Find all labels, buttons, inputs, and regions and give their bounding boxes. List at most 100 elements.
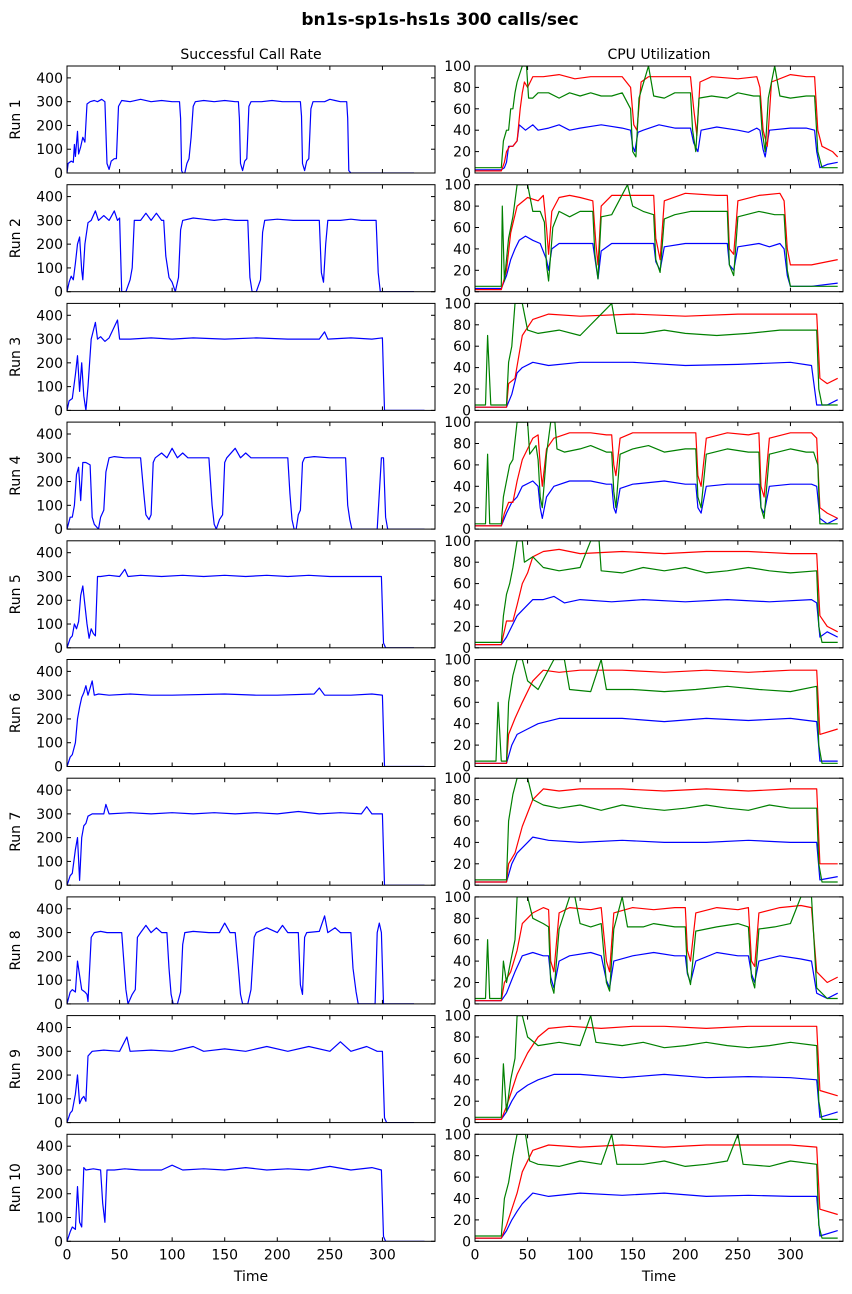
cpu-run-10-xtick-label: 250 [724,1247,751,1263]
call-rate-run-7-ytick-label: 0 [54,878,63,894]
right-column-title: CPU Utilization [607,47,710,63]
cpu-run-10-xtick-label: 100 [567,1247,594,1263]
cpu-run-10-ytick-label: 60 [453,1170,471,1186]
cpu-run-7-series-green-line [475,778,838,883]
cpu-run-10-xtick-label: 200 [672,1247,699,1263]
call-rate-run-7-ytick-label: 300 [36,807,63,823]
cpu-run-1-series-red-line [475,74,839,172]
cpu-run-9-series-blue-line [475,1073,838,1120]
cpu-run-6-ytick-label: 60 [453,695,471,711]
call-rate-run-9-ylabel: Run 9 [8,1049,24,1089]
call-rate-run-6-panel: 0 100 200 300 400 Run 6 [8,659,436,776]
call-rate-run-4-ytick-label: 300 [36,451,63,467]
call-rate-run-6-ytick-label: 300 [36,688,63,704]
cpu-run-9-ytick-label: 80 [453,1030,471,1046]
cpu-run-10-series-red-line [475,1144,838,1239]
call-rate-run-10-ytick-label: 200 [36,1187,63,1203]
cpu-run-4-ytick-label: 80 [453,437,471,453]
call-rate-run-9-axes-frame [66,1015,436,1124]
call-rate-run-2-series-blue-line [67,210,414,292]
cpu-run-6-ytick-label: 80 [453,674,471,690]
call-rate-run-6-ylabel: Run 6 [8,693,24,733]
call-rate-run-1-panel: 0 100 200 300 400 Run 1 [8,65,436,182]
cpu-run-1-series-blue-line [475,124,838,171]
cpu-run-5-panel: 0 20 40 60 80 100 [444,534,844,657]
cpu-run-10-xtick-label: 300 [777,1247,804,1263]
cpu-run-10-xtick-label: 0 [471,1247,480,1263]
call-rate-run-2-ytick-label: 0 [54,285,63,301]
cpu-run-2-series-blue-line [475,235,838,290]
call-rate-run-9-ytick-label: 100 [36,1092,63,1108]
cpu-run-8-ytick-label: 60 [453,933,471,949]
call-rate-run-10-xtick-label: 200 [264,1247,291,1263]
call-rate-run-1-ytick-label: 0 [54,166,63,182]
call-rate-run-6-ytick-label: 400 [36,664,63,680]
cpu-run-7-series-red-line [475,788,838,883]
cpu-run-7-series-blue-line [475,836,838,883]
call-rate-run-2-axes-frame [66,184,436,293]
cpu-run-4-axes-frame [474,421,844,530]
cpu-run-9-ytick-label: 60 [453,1051,471,1067]
cpu-run-3-ytick-label: 80 [453,318,471,334]
cpu-run-3-ytick-label: 60 [453,339,471,355]
cpu-run-1-ytick-label: 60 [453,102,471,118]
cpu-run-3-series-green-line [475,303,838,406]
call-rate-run-7-ytick-label: 200 [36,831,63,847]
cpu-run-9-ytick-label: 20 [453,1094,471,1110]
cpu-run-2-ytick-label: 20 [453,263,471,279]
call-rate-run-4-ytick-label: 0 [54,522,63,538]
cpu-run-9-series-green-line [475,1015,838,1120]
call-rate-run-10-series-blue-line [67,1164,425,1242]
cpu-run-10-xtick-label: 150 [619,1247,646,1263]
call-rate-run-5-ytick-label: 400 [36,546,63,562]
cpu-run-3-ytick-label: 0 [462,403,471,419]
left-x-axis-label: Time [233,1269,268,1285]
cpu-run-8-axes-frame [474,896,844,1005]
call-rate-run-8-ytick-label: 300 [36,926,63,942]
cpu-run-10-xtick-label: 50 [519,1247,537,1263]
call-rate-run-4-panel: 0 100 200 300 400 Run 4 [8,421,436,538]
cpu-run-9-ytick-label: 40 [453,1073,471,1089]
call-rate-run-5-ytick-label: 0 [54,641,63,657]
call-rate-run-5-series-blue-line [67,568,414,648]
call-rate-run-8-ytick-label: 0 [54,997,63,1013]
cpu-run-3-ytick-label: 100 [444,296,471,312]
call-rate-run-1-series-blue-line [67,98,414,173]
cpu-run-10-series-green-line [475,1134,838,1239]
cpu-run-4-series-green-line [475,422,838,525]
cpu-run-4-series-blue-line [475,480,838,527]
cpu-run-6-ytick-label: 20 [453,738,471,754]
cpu-run-8-ytick-label: 40 [453,954,471,970]
call-rate-run-10-ytick-label: 400 [36,1139,63,1155]
call-rate-run-5-ytick-label: 100 [36,617,63,633]
call-rate-run-8-series-blue-line [67,915,414,1004]
cpu-run-8-ytick-label: 100 [444,890,471,906]
cpu-run-1-ytick-label: 100 [444,59,471,75]
cpu-run-6-series-red-line [475,669,838,764]
cpu-run-6-panel: 0 20 40 60 80 100 [444,653,844,776]
call-rate-run-10-xtick-label: 0 [63,1247,72,1263]
call-rate-run-7-series-blue-line [67,803,425,886]
figure-title: bn1s-sp1s-hs1s 300 calls/sec [301,10,578,30]
cpu-run-4-ytick-label: 0 [462,522,471,538]
call-rate-run-5-ytick-label: 200 [36,593,63,609]
call-rate-run-10-ytick-label: 0 [54,1234,63,1250]
cpu-run-7-ytick-label: 20 [453,857,471,873]
cpu-run-2-axes-frame [474,184,844,293]
cpu-run-7-ytick-label: 60 [453,814,471,830]
cpu-run-5-ytick-label: 20 [453,619,471,635]
call-rate-run-8-ytick-label: 200 [36,949,63,965]
call-rate-run-1-axes-frame [66,65,436,174]
cpu-run-6-series-green-line [475,659,838,764]
cpu-run-4-series-red-line [475,432,838,527]
cpu-run-8-series-red-line [475,904,838,1002]
cpu-run-8-ytick-label: 80 [453,911,471,927]
call-rate-run-7-ytick-label: 400 [36,783,63,799]
call-rate-run-6-ytick-label: 200 [36,712,63,728]
cpu-run-10-ytick-label: 0 [462,1234,471,1250]
cpu-run-3-series-red-line [475,313,838,408]
call-rate-run-6-axes-frame [66,659,436,767]
call-rate-run-9-ytick-label: 0 [54,1116,63,1132]
cpu-run-1-axes-frame [474,65,844,174]
